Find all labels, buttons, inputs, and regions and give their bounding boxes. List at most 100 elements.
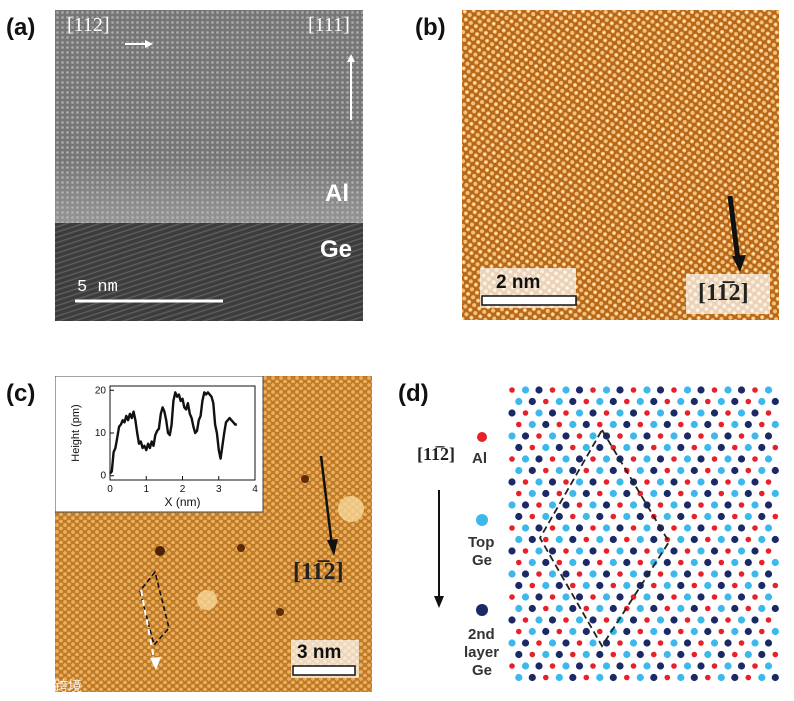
second-ge-atom bbox=[731, 604, 739, 613]
second-ge-atom bbox=[609, 466, 617, 475]
al-atom bbox=[624, 674, 630, 681]
al-atom bbox=[516, 559, 522, 566]
top-ge-atom bbox=[589, 432, 597, 440]
top-ge-atom bbox=[602, 524, 611, 532]
second-ge-atom bbox=[542, 489, 550, 498]
top-ge-atom bbox=[771, 558, 779, 567]
second-ge-atom bbox=[589, 478, 597, 486]
second-ge-atom bbox=[575, 593, 584, 601]
scalebar-c-label: 3 nm bbox=[297, 642, 342, 663]
al-atom bbox=[678, 559, 684, 566]
al-atom bbox=[678, 421, 684, 428]
top-ge-atom bbox=[683, 455, 692, 463]
top-ge-atom bbox=[575, 616, 584, 624]
al-atom bbox=[597, 559, 603, 566]
top-ge-atom bbox=[616, 547, 624, 555]
top-ge-atom bbox=[602, 662, 611, 670]
top-ge-atom bbox=[724, 524, 732, 532]
top-ge-atom bbox=[548, 501, 557, 509]
top-ge-atom bbox=[771, 489, 779, 498]
al-atom bbox=[570, 582, 576, 589]
al-atom bbox=[772, 582, 779, 589]
al-atom bbox=[637, 628, 644, 635]
top-ge-atom bbox=[758, 535, 766, 544]
top-ge-atom bbox=[764, 386, 773, 394]
al-atom bbox=[678, 490, 684, 497]
al-atom bbox=[644, 479, 650, 485]
top-ge-atom bbox=[636, 397, 644, 406]
al-atom bbox=[522, 617, 529, 623]
top-ge-atom bbox=[724, 593, 732, 601]
top-ge-atom bbox=[636, 466, 644, 475]
al-atom bbox=[509, 594, 515, 600]
al-atom bbox=[590, 525, 596, 531]
top-ge-atom bbox=[758, 673, 766, 682]
al-atom bbox=[772, 651, 779, 658]
second-ge-atom bbox=[515, 512, 523, 521]
second-ge-atom bbox=[623, 489, 631, 498]
second-ge-atom bbox=[697, 524, 705, 532]
top-ge-atom bbox=[542, 512, 550, 521]
top-ge-atom bbox=[717, 604, 725, 613]
al-atom bbox=[725, 548, 731, 554]
second-ge-atom bbox=[623, 420, 631, 429]
top-ge-atom bbox=[569, 489, 577, 498]
top-ge-atom bbox=[731, 420, 739, 429]
panel-a-arrows bbox=[75, 40, 355, 303]
al-atom bbox=[745, 605, 752, 612]
al-atom bbox=[711, 456, 718, 462]
al-atom bbox=[617, 640, 623, 646]
al-atom bbox=[732, 651, 738, 658]
al-atom bbox=[752, 663, 758, 669]
al-atom bbox=[543, 605, 549, 612]
top-ge-atom bbox=[758, 466, 766, 475]
second-ge-atom bbox=[764, 570, 773, 578]
top-ge-atom bbox=[764, 593, 773, 601]
top-ge-atom bbox=[596, 673, 604, 682]
top-ge-atom bbox=[717, 397, 725, 406]
al-atom bbox=[610, 444, 617, 451]
top-ge-atom bbox=[562, 662, 570, 670]
top-ge-atom bbox=[508, 432, 516, 440]
top-ge-atom bbox=[562, 455, 570, 463]
top-ge-atom bbox=[690, 420, 698, 429]
al-atom bbox=[651, 651, 657, 658]
al-atom bbox=[597, 421, 603, 428]
top-ge-atom bbox=[555, 535, 563, 544]
second-ge-atom bbox=[535, 524, 543, 532]
top-ge-atom bbox=[690, 558, 698, 567]
al-atom bbox=[711, 525, 718, 531]
dashed-arrow-icon bbox=[140, 589, 156, 665]
second-ge-atom bbox=[596, 443, 604, 452]
second-ge-atom bbox=[683, 501, 692, 509]
top-ge-atom bbox=[569, 420, 577, 429]
top-ge-atom bbox=[629, 570, 638, 578]
al-legend-dot bbox=[477, 432, 487, 442]
second-ge-atom bbox=[535, 662, 543, 670]
second-ge-atom bbox=[521, 501, 530, 509]
second-ge-atom bbox=[683, 570, 692, 578]
direction-arrow-b-icon bbox=[727, 195, 741, 261]
second-ge-atom bbox=[609, 397, 617, 406]
top-ge-atom bbox=[609, 420, 617, 429]
al-atom bbox=[671, 525, 677, 531]
second-ge-atom bbox=[697, 386, 705, 394]
al-atom bbox=[759, 421, 765, 428]
top-ge-atom bbox=[710, 570, 719, 578]
top-ge-atom bbox=[717, 673, 725, 682]
second-ge-atom bbox=[515, 443, 523, 452]
top-ge-atom bbox=[548, 432, 557, 440]
second-ge-atom bbox=[704, 420, 712, 429]
panel-a-label: (a) bbox=[6, 14, 36, 41]
al-atom bbox=[698, 502, 704, 508]
second-ge-atom bbox=[555, 581, 563, 590]
al-atom bbox=[711, 663, 718, 669]
second-ge-atom bbox=[636, 443, 644, 452]
top-ge-atom bbox=[569, 558, 577, 567]
second-ge-atom bbox=[656, 386, 665, 394]
second-ge-atom bbox=[650, 466, 658, 475]
top-ge-atom bbox=[508, 570, 516, 578]
second-ge-atom bbox=[596, 512, 604, 521]
al-atom bbox=[759, 628, 765, 635]
top-ge-atom bbox=[589, 501, 597, 509]
